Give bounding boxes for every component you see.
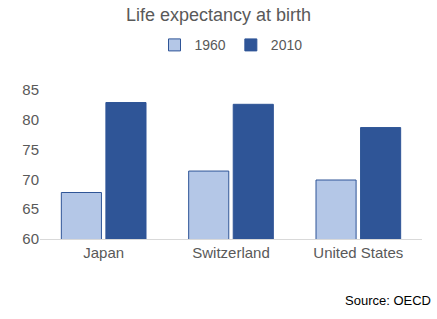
svg-text:80: 80 xyxy=(22,111,39,128)
svg-text:United States: United States xyxy=(313,244,403,261)
svg-text:Life expectancy at birth: Life expectancy at birth xyxy=(126,5,311,25)
svg-text:1960: 1960 xyxy=(195,37,226,53)
svg-text:85: 85 xyxy=(22,81,39,98)
svg-text:65: 65 xyxy=(22,200,39,217)
svg-text:Source: OECD: Source: OECD xyxy=(345,293,431,308)
svg-text:Switzerland: Switzerland xyxy=(192,244,270,261)
svg-text:2010: 2010 xyxy=(271,37,302,53)
svg-text:70: 70 xyxy=(22,171,39,188)
svg-text:Japan: Japan xyxy=(83,244,124,261)
svg-text:75: 75 xyxy=(22,141,39,158)
svg-text:60: 60 xyxy=(22,230,39,247)
